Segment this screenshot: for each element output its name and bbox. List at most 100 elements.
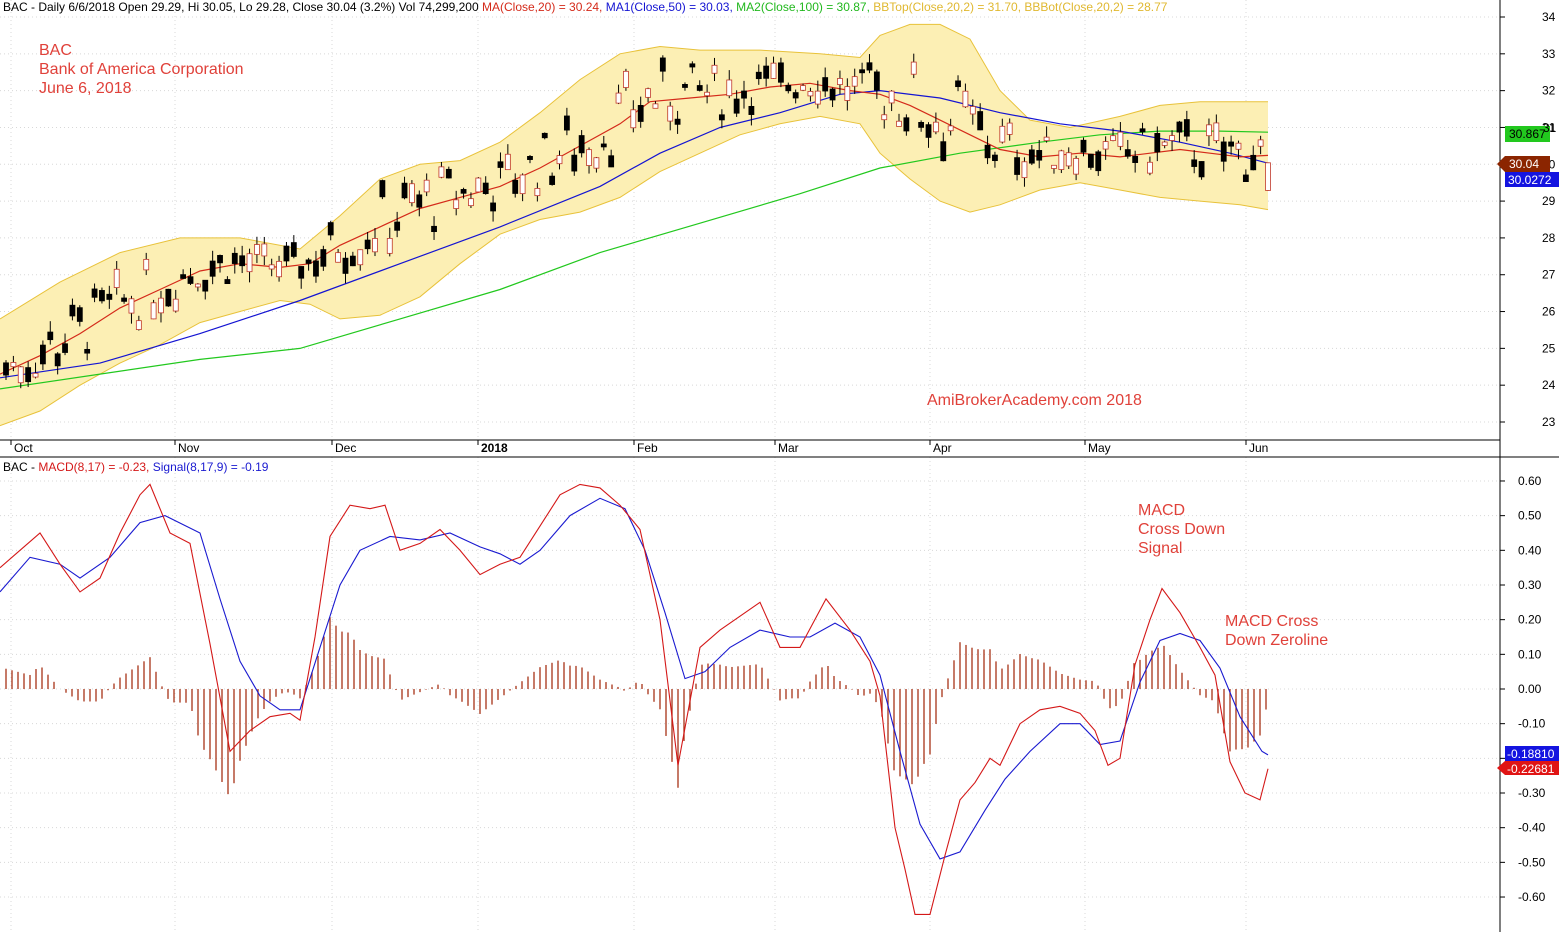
month-label: Apr bbox=[933, 441, 952, 455]
candle-body bbox=[1265, 162, 1271, 191]
candle-body bbox=[947, 125, 954, 132]
candle-body bbox=[261, 243, 268, 257]
svg-text:-0.22681: -0.22681 bbox=[1507, 762, 1555, 776]
candle-body bbox=[357, 249, 364, 266]
candle-body bbox=[231, 252, 238, 264]
bollinger-band bbox=[0, 23, 1269, 427]
macd-tick-label: -0.30 bbox=[1518, 786, 1546, 800]
candle-body bbox=[10, 362, 17, 368]
macd-tick-label: 0.30 bbox=[1518, 578, 1542, 592]
price-tick-label: 32 bbox=[1542, 84, 1556, 98]
candle-body bbox=[896, 120, 902, 127]
candle-body bbox=[1154, 133, 1161, 153]
candle-body bbox=[99, 290, 105, 302]
candle-body bbox=[977, 111, 984, 131]
annotation-cross-zero-1: MACD Cross bbox=[1225, 613, 1318, 630]
candle-body bbox=[785, 84, 792, 92]
month-label: Mar bbox=[778, 441, 799, 455]
candle-body bbox=[1065, 152, 1072, 167]
svg-text:30.0272: 30.0272 bbox=[1508, 173, 1552, 187]
candle-body bbox=[571, 154, 578, 172]
macd-tick-label: 0.10 bbox=[1518, 647, 1542, 661]
macd-tick-label: 0.20 bbox=[1518, 613, 1542, 627]
candle-body bbox=[468, 198, 474, 207]
price-tick-label: 25 bbox=[1542, 341, 1556, 355]
candle-body bbox=[608, 155, 615, 168]
candle-body bbox=[925, 124, 932, 138]
candle-body bbox=[91, 288, 98, 298]
candle-body bbox=[586, 149, 592, 166]
candle-body bbox=[276, 260, 282, 278]
candle-body bbox=[1228, 141, 1234, 147]
candle-body bbox=[534, 188, 541, 197]
candle-body bbox=[25, 367, 32, 383]
candle-body bbox=[180, 274, 187, 279]
candle-body bbox=[556, 155, 563, 165]
candle-body bbox=[17, 366, 24, 384]
candle-body bbox=[1028, 149, 1035, 164]
candle-body bbox=[1161, 141, 1168, 146]
candlesticks bbox=[3, 53, 1271, 389]
candle-body bbox=[1132, 155, 1139, 163]
candle-body bbox=[549, 175, 556, 185]
candle-body bbox=[822, 77, 829, 92]
macd-tick-label: -0.40 bbox=[1518, 821, 1546, 835]
price-tick-label: 23 bbox=[1542, 415, 1556, 429]
candle-body bbox=[704, 91, 711, 97]
candle-body bbox=[984, 144, 991, 159]
svg-text:30.04: 30.04 bbox=[1509, 157, 1539, 171]
candle-body bbox=[423, 179, 430, 193]
candle-body bbox=[172, 298, 179, 312]
macd-line bbox=[0, 483, 1269, 915]
candle-body bbox=[659, 57, 666, 72]
tag-ma50: 30.0272 bbox=[1505, 172, 1559, 187]
candle-body bbox=[623, 70, 629, 88]
candle-body bbox=[1213, 122, 1220, 142]
candle-body bbox=[999, 125, 1006, 143]
candle-body bbox=[1095, 151, 1102, 172]
candle-body bbox=[711, 64, 718, 74]
candle-body bbox=[755, 71, 762, 80]
candle-body bbox=[135, 320, 142, 330]
candle-body bbox=[349, 255, 356, 267]
candle-body bbox=[969, 106, 976, 115]
month-label: Oct bbox=[14, 441, 33, 455]
annotation-cross-signal-3: Signal bbox=[1138, 540, 1182, 557]
month-label: Jun bbox=[1249, 441, 1268, 455]
bollinger-bottom-line bbox=[0, 115, 1269, 427]
signal-line bbox=[0, 497, 1269, 860]
candle-body bbox=[1073, 158, 1080, 175]
candle-body bbox=[482, 182, 489, 195]
candle-body bbox=[416, 194, 423, 208]
candle-body bbox=[1250, 154, 1257, 171]
candle-body bbox=[667, 105, 674, 122]
price-tick-label: 26 bbox=[1542, 305, 1556, 319]
candle-body bbox=[54, 353, 61, 367]
candle-body bbox=[1021, 161, 1028, 179]
candle-body bbox=[881, 114, 888, 121]
candle-body bbox=[696, 85, 703, 91]
candle-body bbox=[962, 90, 969, 108]
candle-body bbox=[674, 118, 681, 125]
candle-body bbox=[741, 90, 747, 99]
candle-body bbox=[1191, 159, 1198, 167]
bollinger-fill bbox=[0, 24, 1268, 426]
macd-tick-label: 0.40 bbox=[1518, 543, 1542, 557]
candle-body bbox=[165, 288, 172, 307]
candle-body bbox=[1257, 139, 1264, 147]
candle-body bbox=[69, 304, 76, 317]
candle-body bbox=[792, 92, 799, 99]
candle-body bbox=[327, 222, 334, 236]
candle-body bbox=[1176, 121, 1183, 133]
candle-body bbox=[829, 88, 836, 101]
price-tick-label: 34 bbox=[1542, 10, 1556, 24]
candle-body bbox=[246, 253, 253, 273]
candle-body bbox=[313, 260, 319, 277]
month-label: 2018 bbox=[481, 441, 508, 455]
annotation-date: June 6, 2018 bbox=[39, 80, 132, 97]
month-label: Nov bbox=[178, 441, 199, 455]
candle-body bbox=[807, 90, 814, 97]
candle-body bbox=[888, 90, 895, 104]
